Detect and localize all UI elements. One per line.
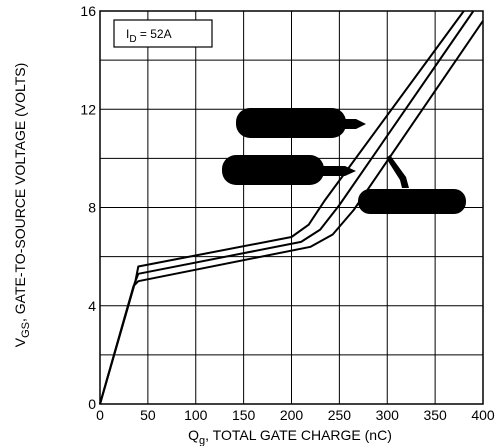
callout-right xyxy=(358,155,466,214)
x-tick-label-4: 200 xyxy=(280,407,304,423)
x-tick-label-5: 250 xyxy=(328,407,352,423)
x-axis-title: Qg, TOTAL GATE CHARGE (nC) xyxy=(188,427,392,446)
y-tick-label-1: 4 xyxy=(88,298,96,314)
y-axis-sub: GS xyxy=(20,322,32,338)
plot-frame xyxy=(99,10,484,405)
x-axis-rest: , TOTAL GATE CHARGE (nC) xyxy=(205,427,392,443)
y-axis-title: VGS, GATE-TO-SOURCE VOLTAGE (VOLTS) xyxy=(12,63,32,348)
annotation-rest: = 52A xyxy=(137,27,172,41)
x-axis-sub: g xyxy=(199,435,205,446)
y-axis-main: V xyxy=(12,337,28,347)
y-tick-label-2: 8 xyxy=(88,200,96,216)
series-line-1 xyxy=(99,10,475,405)
annotation-label: ID = 52A xyxy=(126,27,172,45)
y-tick-label-0: 0 xyxy=(88,396,96,412)
x-tick-label-7: 350 xyxy=(423,407,447,423)
y-tick-labels: 0 4 8 12 16 xyxy=(80,3,96,412)
y-tick-label-4: 16 xyxy=(80,3,96,19)
annotation-box xyxy=(113,19,213,48)
x-tick-label-8: 400 xyxy=(471,407,495,423)
series-lines xyxy=(99,10,484,405)
x-tick-label-0: 0 xyxy=(96,407,104,423)
annotation-main: I xyxy=(126,27,129,41)
x-tick-labels: 0 50 100 150 200 250 300 350 400 xyxy=(96,407,495,423)
y-tick-label-3: 12 xyxy=(80,101,96,117)
annotation-sub: D xyxy=(129,34,136,45)
series-line-2 xyxy=(99,20,484,405)
x-tick-label-6: 300 xyxy=(376,407,400,423)
callout-top xyxy=(236,108,366,138)
callout-middle xyxy=(222,155,356,185)
x-axis-main: Q xyxy=(188,427,199,443)
x-tick-label-2: 100 xyxy=(184,407,208,423)
x-tick-label-1: 50 xyxy=(140,407,156,423)
x-tick-label-3: 150 xyxy=(232,407,256,423)
y-axis-rest: , GATE-TO-SOURCE VOLTAGE (VOLTS) xyxy=(12,63,28,322)
